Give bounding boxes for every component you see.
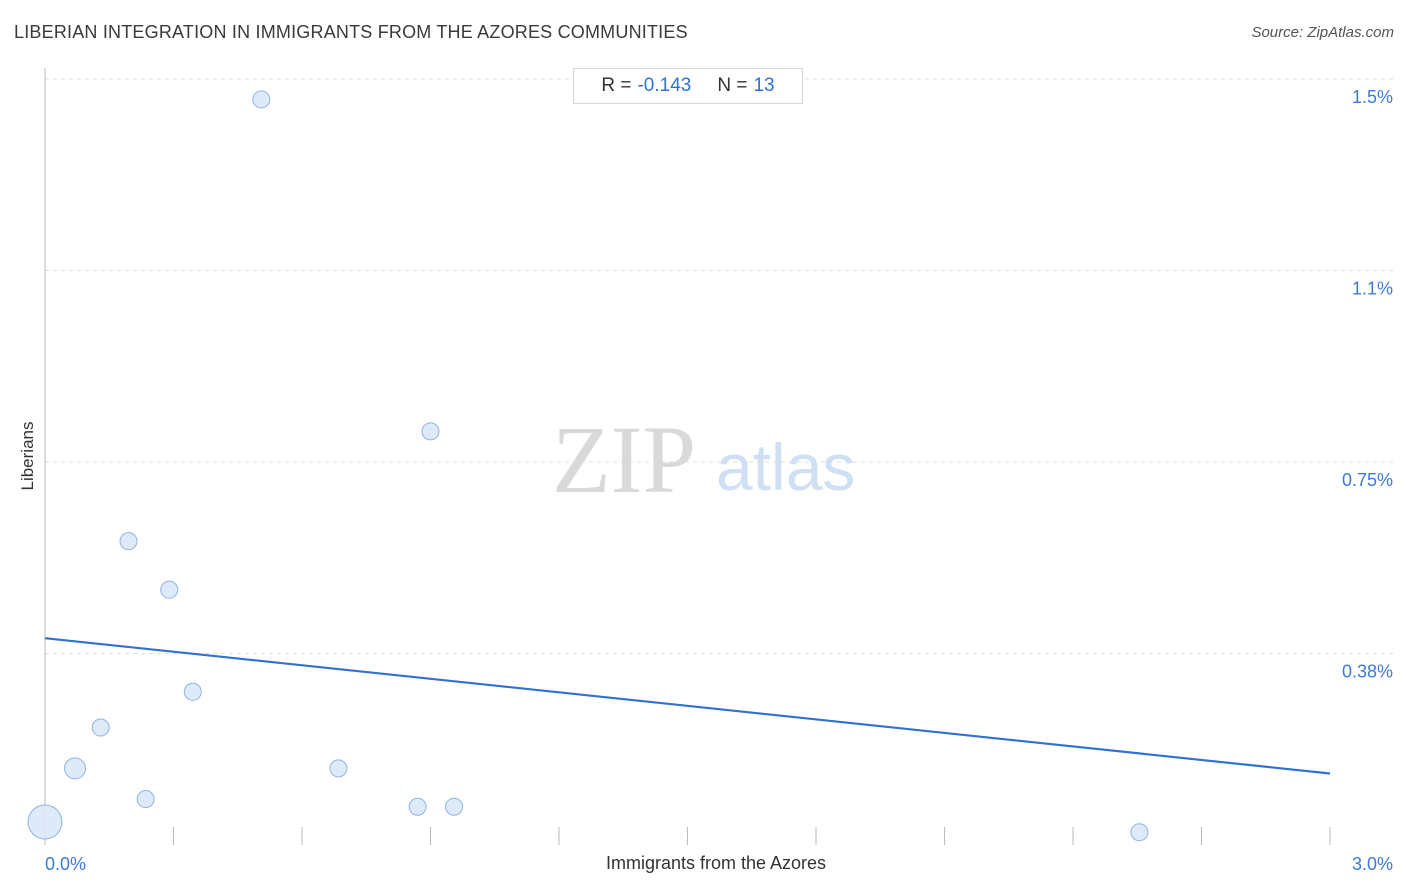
data-point-9 bbox=[408, 797, 427, 816]
y-tick-label-1: 1.1% bbox=[1352, 279, 1393, 299]
data-point-0 bbox=[27, 804, 63, 840]
source-credit: Source: ZipAtlas.com bbox=[1251, 24, 1394, 41]
data-point-10 bbox=[421, 422, 440, 441]
data-point-5 bbox=[160, 580, 179, 599]
axes bbox=[44, 68, 1331, 845]
data-points bbox=[27, 90, 1149, 842]
tick-labels: 1.5% 1.1% 0.75% 0.38% 0.0% 3.0% bbox=[45, 87, 1393, 874]
grid-lines bbox=[45, 78, 1395, 654]
watermark-zip: ZIP bbox=[552, 406, 696, 513]
data-point-12 bbox=[1130, 823, 1149, 842]
y-axis-label: Liberians bbox=[18, 421, 37, 491]
x-axis-label: Immigrants from the Azores bbox=[605, 853, 827, 873]
data-point-3 bbox=[119, 532, 138, 551]
r-label: R = bbox=[601, 75, 632, 96]
chart-title: LIBERIAN INTEGRATION IN IMMIGRANTS FROM … bbox=[14, 22, 688, 42]
y-tick-label-0: 1.5% bbox=[1352, 87, 1393, 107]
x-tick-label-1: 3.0% bbox=[1352, 854, 1393, 874]
data-point-8 bbox=[329, 759, 348, 778]
n-label: N = bbox=[717, 75, 748, 96]
data-point-4 bbox=[136, 790, 155, 809]
trendline-group bbox=[44, 637, 1331, 775]
data-point-6 bbox=[183, 682, 202, 701]
trendline bbox=[44, 637, 1331, 775]
y-tick-label-2: 0.75% bbox=[1342, 470, 1393, 490]
r-value: -0.143 bbox=[637, 75, 692, 96]
n-value: 13 bbox=[753, 75, 775, 96]
data-point-11 bbox=[445, 797, 464, 816]
data-point-2 bbox=[91, 718, 110, 737]
y-tick-label-3: 0.38% bbox=[1342, 662, 1393, 682]
watermark-atlas: atlas bbox=[716, 430, 855, 504]
data-point-7 bbox=[252, 90, 271, 109]
correlation-box: R = -0.143 N = 13 bbox=[573, 68, 803, 104]
x-tick-label-0: 0.0% bbox=[45, 854, 86, 874]
data-point-1 bbox=[63, 757, 86, 780]
